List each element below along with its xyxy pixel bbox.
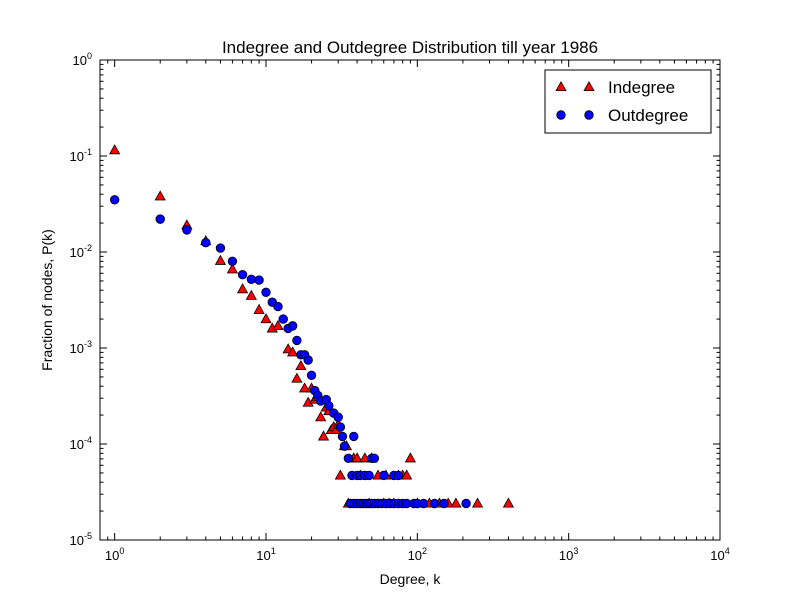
outdegree-point bbox=[109, 195, 120, 205]
x-tick-label: 100 bbox=[105, 546, 124, 563]
outdegree-point bbox=[335, 422, 346, 432]
indegree-point bbox=[450, 497, 462, 508]
indegree-point bbox=[253, 303, 265, 314]
legend: Indegree Outdegree bbox=[544, 69, 712, 134]
indegree-point bbox=[295, 359, 307, 371]
y-axis-label: Fraction of nodes, P(k) bbox=[39, 229, 55, 371]
x-tick-label: 103 bbox=[559, 546, 578, 563]
outdegree-point bbox=[339, 441, 350, 451]
outdegree-point bbox=[343, 453, 354, 463]
plot-frame bbox=[99, 59, 721, 541]
outdegree-point bbox=[369, 453, 380, 463]
indegree-point bbox=[236, 283, 249, 294]
legend-label-indegree: Indegree bbox=[608, 78, 675, 97]
indegree-point bbox=[471, 497, 484, 508]
indegree-point bbox=[299, 382, 311, 393]
x-axis-label: Degree, k bbox=[380, 571, 442, 587]
outdegree-point bbox=[337, 431, 348, 442]
outdegree-point bbox=[393, 470, 404, 481]
indegree-point bbox=[317, 430, 330, 441]
y-tick-label: 10-5 bbox=[70, 531, 92, 548]
outdegree-point bbox=[324, 401, 334, 411]
outdegree-point bbox=[379, 470, 389, 481]
outdegree-point bbox=[292, 335, 302, 346]
outdegree-point bbox=[261, 287, 271, 298]
axis-ticks: 100 101 102 103 104 10-5 10-4 10-3 10-2 10-1 100 bbox=[70, 51, 730, 563]
outdegree-point bbox=[278, 314, 288, 324]
legend-marker-indegree bbox=[583, 80, 595, 92]
indegree-point bbox=[287, 346, 299, 357]
indegree-point bbox=[260, 313, 272, 324]
indegree-point bbox=[502, 497, 515, 508]
y-tick-label: 100 bbox=[73, 51, 92, 68]
indegree-point bbox=[245, 289, 257, 300]
legend-box bbox=[544, 69, 712, 134]
indegree-point bbox=[214, 254, 227, 265]
x-tick-label: 101 bbox=[256, 546, 275, 563]
outdegree-point bbox=[246, 274, 257, 284]
indegree-point bbox=[315, 411, 327, 422]
x-tick-label: 104 bbox=[710, 546, 729, 563]
outdegree-point bbox=[237, 270, 248, 280]
outdegree-point bbox=[287, 321, 298, 331]
outdegree-point bbox=[349, 431, 359, 442]
outdegree-point bbox=[227, 256, 238, 267]
indegree-point bbox=[351, 452, 363, 463]
chart-title: Indegree and Outdegree Distribution till… bbox=[222, 38, 598, 57]
indegree-point bbox=[226, 263, 239, 274]
indegree-point bbox=[401, 469, 413, 480]
indegree-point bbox=[109, 144, 121, 155]
legend-marker-outdegree bbox=[584, 110, 594, 120]
y-tick-label: 10-1 bbox=[70, 147, 92, 164]
outdegree-point bbox=[201, 237, 211, 248]
indegree-point bbox=[334, 469, 346, 480]
outdegree-point bbox=[306, 370, 317, 380]
outdegree-point bbox=[303, 355, 313, 365]
y-tick-label: 10-3 bbox=[70, 339, 92, 356]
legend-marker-indegree bbox=[555, 80, 567, 92]
indegree-point bbox=[154, 190, 166, 201]
legend-label-outdegree: Outdegree bbox=[608, 106, 688, 125]
outdegree-point bbox=[273, 301, 283, 312]
outdegree-point bbox=[155, 214, 165, 224]
indegree-point bbox=[404, 452, 417, 463]
indegree-point bbox=[291, 372, 303, 383]
indegree-point bbox=[272, 319, 284, 330]
outdegree-point bbox=[461, 498, 471, 509]
outdegree-point bbox=[418, 498, 429, 509]
outdegree-point bbox=[254, 275, 264, 285]
outdegree-point bbox=[364, 470, 374, 481]
outdegree-point bbox=[439, 498, 449, 509]
y-tick-label: 10-2 bbox=[70, 243, 92, 260]
data-marks bbox=[109, 144, 515, 509]
outdegree-point bbox=[182, 225, 192, 235]
x-tick-label: 102 bbox=[408, 546, 427, 563]
outdegree-point bbox=[215, 243, 226, 253]
y-tick-label: 10-4 bbox=[70, 435, 92, 452]
outdegree-point bbox=[333, 412, 343, 422]
legend-marker-outdegree bbox=[556, 110, 566, 120]
outdegree-point bbox=[429, 498, 440, 509]
